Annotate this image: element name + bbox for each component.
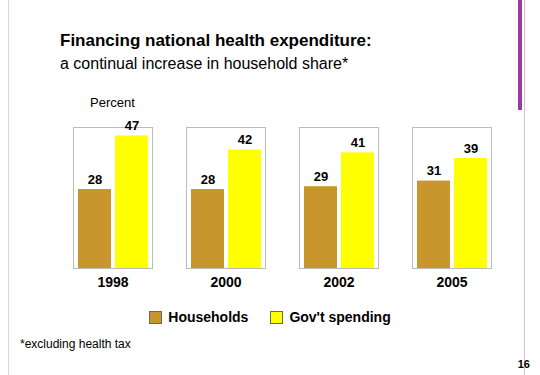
- svg-text:28: 28: [88, 172, 102, 187]
- svg-text:28: 28: [201, 172, 215, 187]
- svg-text:29: 29: [314, 169, 328, 184]
- svg-text:31: 31: [427, 163, 441, 178]
- svg-text:2000: 2000: [210, 274, 241, 290]
- svg-text:39: 39: [464, 141, 478, 156]
- svg-text:42: 42: [238, 132, 252, 147]
- html-text:Percent: Percent: [90, 95, 135, 110]
- svg-text:2002: 2002: [323, 274, 354, 290]
- html-text:*excluding health tax: *excluding health tax: [20, 337, 131, 351]
- svg-text:2005: 2005: [436, 274, 467, 290]
- html-text:Financing national health expe: Financing national health expenditure:: [60, 31, 372, 50]
- html-text:Gov't spending: Gov't spending: [289, 309, 391, 325]
- svg-text:47: 47: [125, 118, 139, 133]
- html-text:a continual increase in househ: a continual increase in household share*: [60, 55, 349, 72]
- html-text:Households: Households: [168, 309, 249, 325]
- svg-text:41: 41: [351, 135, 365, 150]
- svg-text:1998: 1998: [97, 274, 128, 290]
- html-text:16: 16: [517, 358, 530, 370]
